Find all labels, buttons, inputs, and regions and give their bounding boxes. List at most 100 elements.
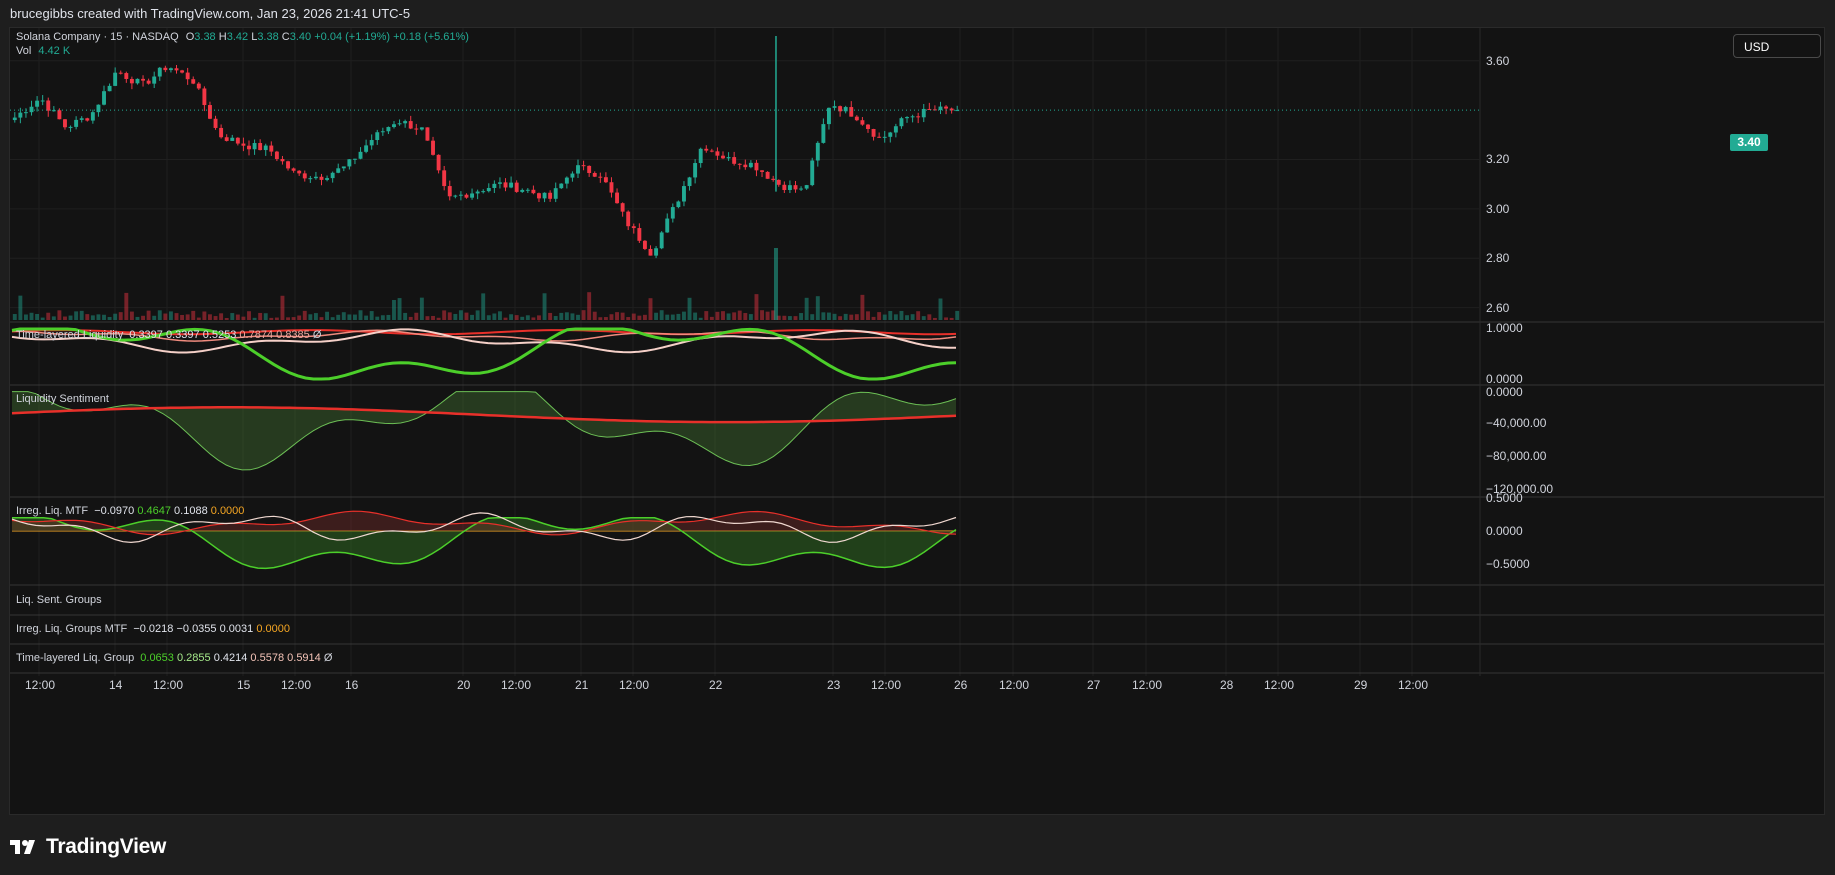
- volume-bar: [185, 314, 190, 320]
- volume-bar: [431, 315, 435, 320]
- volume-bar: [642, 314, 647, 320]
- volume-bar: [392, 299, 396, 320]
- volume-bar: [202, 311, 207, 320]
- volume-bar: [157, 310, 162, 320]
- time-axis-label: 12:00: [1132, 678, 1163, 692]
- volume-bar: [219, 313, 224, 320]
- candle-body: [642, 240, 647, 249]
- volume-bar: [626, 317, 631, 320]
- candle-body: [665, 218, 670, 233]
- volume-bar: [704, 311, 709, 320]
- volume-bar: [587, 292, 592, 320]
- candle-body: [224, 137, 229, 141]
- candle-body: [146, 80, 151, 84]
- ls-series-line: [11, 406, 957, 424]
- volume-bar: [447, 312, 452, 320]
- chart-canvas[interactable]: [10, 28, 1824, 814]
- volume-bar: [235, 314, 240, 320]
- ls-legend: Liquidity Sentiment: [16, 393, 109, 405]
- volume-bar: [760, 310, 764, 320]
- ir-v3: 0.0000: [210, 505, 245, 517]
- volume-bar: [882, 314, 887, 320]
- candle-body: [732, 157, 737, 164]
- volume-bar: [224, 317, 229, 320]
- candle-body: [380, 131, 385, 133]
- volume-bar: [838, 316, 843, 320]
- candle-body: [157, 67, 162, 77]
- volume-bar: [118, 312, 123, 320]
- candle-body: [576, 165, 580, 174]
- candle-body: [676, 201, 681, 208]
- price-axis-label: −0.5000: [1486, 557, 1530, 571]
- tl-title[interactable]: Time-layered Liquidity: [16, 329, 124, 341]
- volume-bar: [313, 313, 318, 320]
- candle-body: [23, 112, 28, 114]
- price-axis-label: 0.0000: [1486, 372, 1523, 386]
- currency-button[interactable]: USD: [1733, 34, 1821, 58]
- volume-bar: [927, 314, 932, 320]
- candle-body: [637, 228, 642, 241]
- ls-title[interactable]: Liquidity Sentiment: [16, 393, 109, 405]
- candle-body: [274, 151, 279, 160]
- tl-v4: 0.8385: [276, 329, 310, 341]
- volume-bar: [916, 311, 921, 320]
- tl-v1: 0.3397: [165, 329, 200, 341]
- candle-body: [776, 179, 781, 185]
- lsg-title[interactable]: Liq. Sent. Groups: [16, 594, 102, 606]
- volume-bar: [732, 312, 737, 320]
- volume-label[interactable]: Vol: [16, 45, 32, 57]
- candle-body: [118, 72, 123, 74]
- volume-bar: [676, 313, 681, 320]
- creator-caption: brucegibbs created with TradingView.com,…: [10, 6, 411, 21]
- time-axis-label: 12:00: [501, 678, 532, 692]
- candle-body: [202, 88, 207, 106]
- volume-bar: [631, 313, 636, 320]
- irg-title[interactable]: Irreg. Liq. Groups MTF: [16, 623, 128, 635]
- candle-body: [308, 178, 313, 180]
- volume-bar: [213, 316, 218, 320]
- candle-body: [419, 127, 424, 130]
- candle-body: [230, 137, 235, 141]
- volume-bar: [520, 316, 525, 320]
- volume-bar: [442, 310, 447, 320]
- time-axis-label: 28: [1220, 678, 1234, 692]
- volume-bar: [180, 314, 185, 320]
- lsg-legend: Liq. Sent. Groups: [16, 594, 102, 606]
- candle-body: [18, 112, 23, 118]
- chart-area[interactable]: Solana Company · 15 · NASDAQ O3.38 H3.42…: [9, 27, 1825, 815]
- time-axis-label: 29: [1354, 678, 1368, 692]
- candle-body: [35, 100, 40, 107]
- volume-bar: [353, 314, 357, 320]
- candle-body: [107, 85, 112, 92]
- volume-bar: [854, 314, 859, 320]
- time-axis-label: 12:00: [619, 678, 650, 692]
- volume-bar: [564, 312, 569, 320]
- volume-bar: [90, 315, 95, 320]
- candle-body: [542, 192, 547, 199]
- tlg-title[interactable]: Time-layered Liq. Group: [16, 652, 135, 664]
- price-axis-label: 3.20: [1486, 152, 1510, 167]
- symbol-title[interactable]: Solana Company · 15 · NASDAQ: [16, 31, 179, 43]
- ir-title[interactable]: Irreg. Liq. MTF: [16, 505, 89, 517]
- candle-body: [336, 168, 341, 173]
- candle-body: [90, 112, 95, 121]
- candle-body: [330, 172, 335, 179]
- volume-bar: [559, 312, 564, 320]
- volume-bar: [860, 294, 865, 320]
- candle-body: [927, 108, 932, 110]
- time-axis-label: 12:00: [1264, 678, 1295, 692]
- volume-bar: [866, 311, 870, 320]
- volume-bar: [921, 316, 926, 320]
- volume-bar: [888, 311, 893, 320]
- volume-bar: [715, 311, 720, 320]
- tl-v3: 0.7874: [239, 329, 274, 341]
- tl-series-line: [11, 328, 956, 354]
- candle-body: [905, 117, 909, 119]
- candle-body: [899, 118, 904, 127]
- candle-body: [185, 72, 190, 80]
- candle-body: [258, 143, 263, 151]
- volume-bar: [659, 310, 664, 320]
- price-axis-label: 0.0000: [1486, 385, 1523, 399]
- volume-bar: [609, 314, 614, 320]
- volume-bar: [102, 314, 106, 320]
